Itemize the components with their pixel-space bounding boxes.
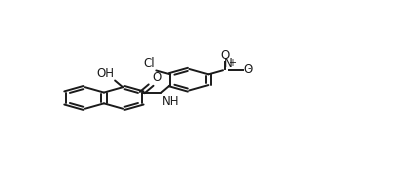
Text: -: -	[248, 63, 251, 73]
Text: Cl: Cl	[144, 57, 155, 70]
Text: +: +	[228, 58, 236, 68]
Text: OH: OH	[96, 67, 114, 80]
Text: O: O	[244, 63, 253, 76]
Text: N: N	[224, 57, 232, 70]
Text: NH: NH	[162, 95, 179, 108]
Text: O: O	[152, 72, 161, 85]
Text: O: O	[220, 49, 229, 62]
